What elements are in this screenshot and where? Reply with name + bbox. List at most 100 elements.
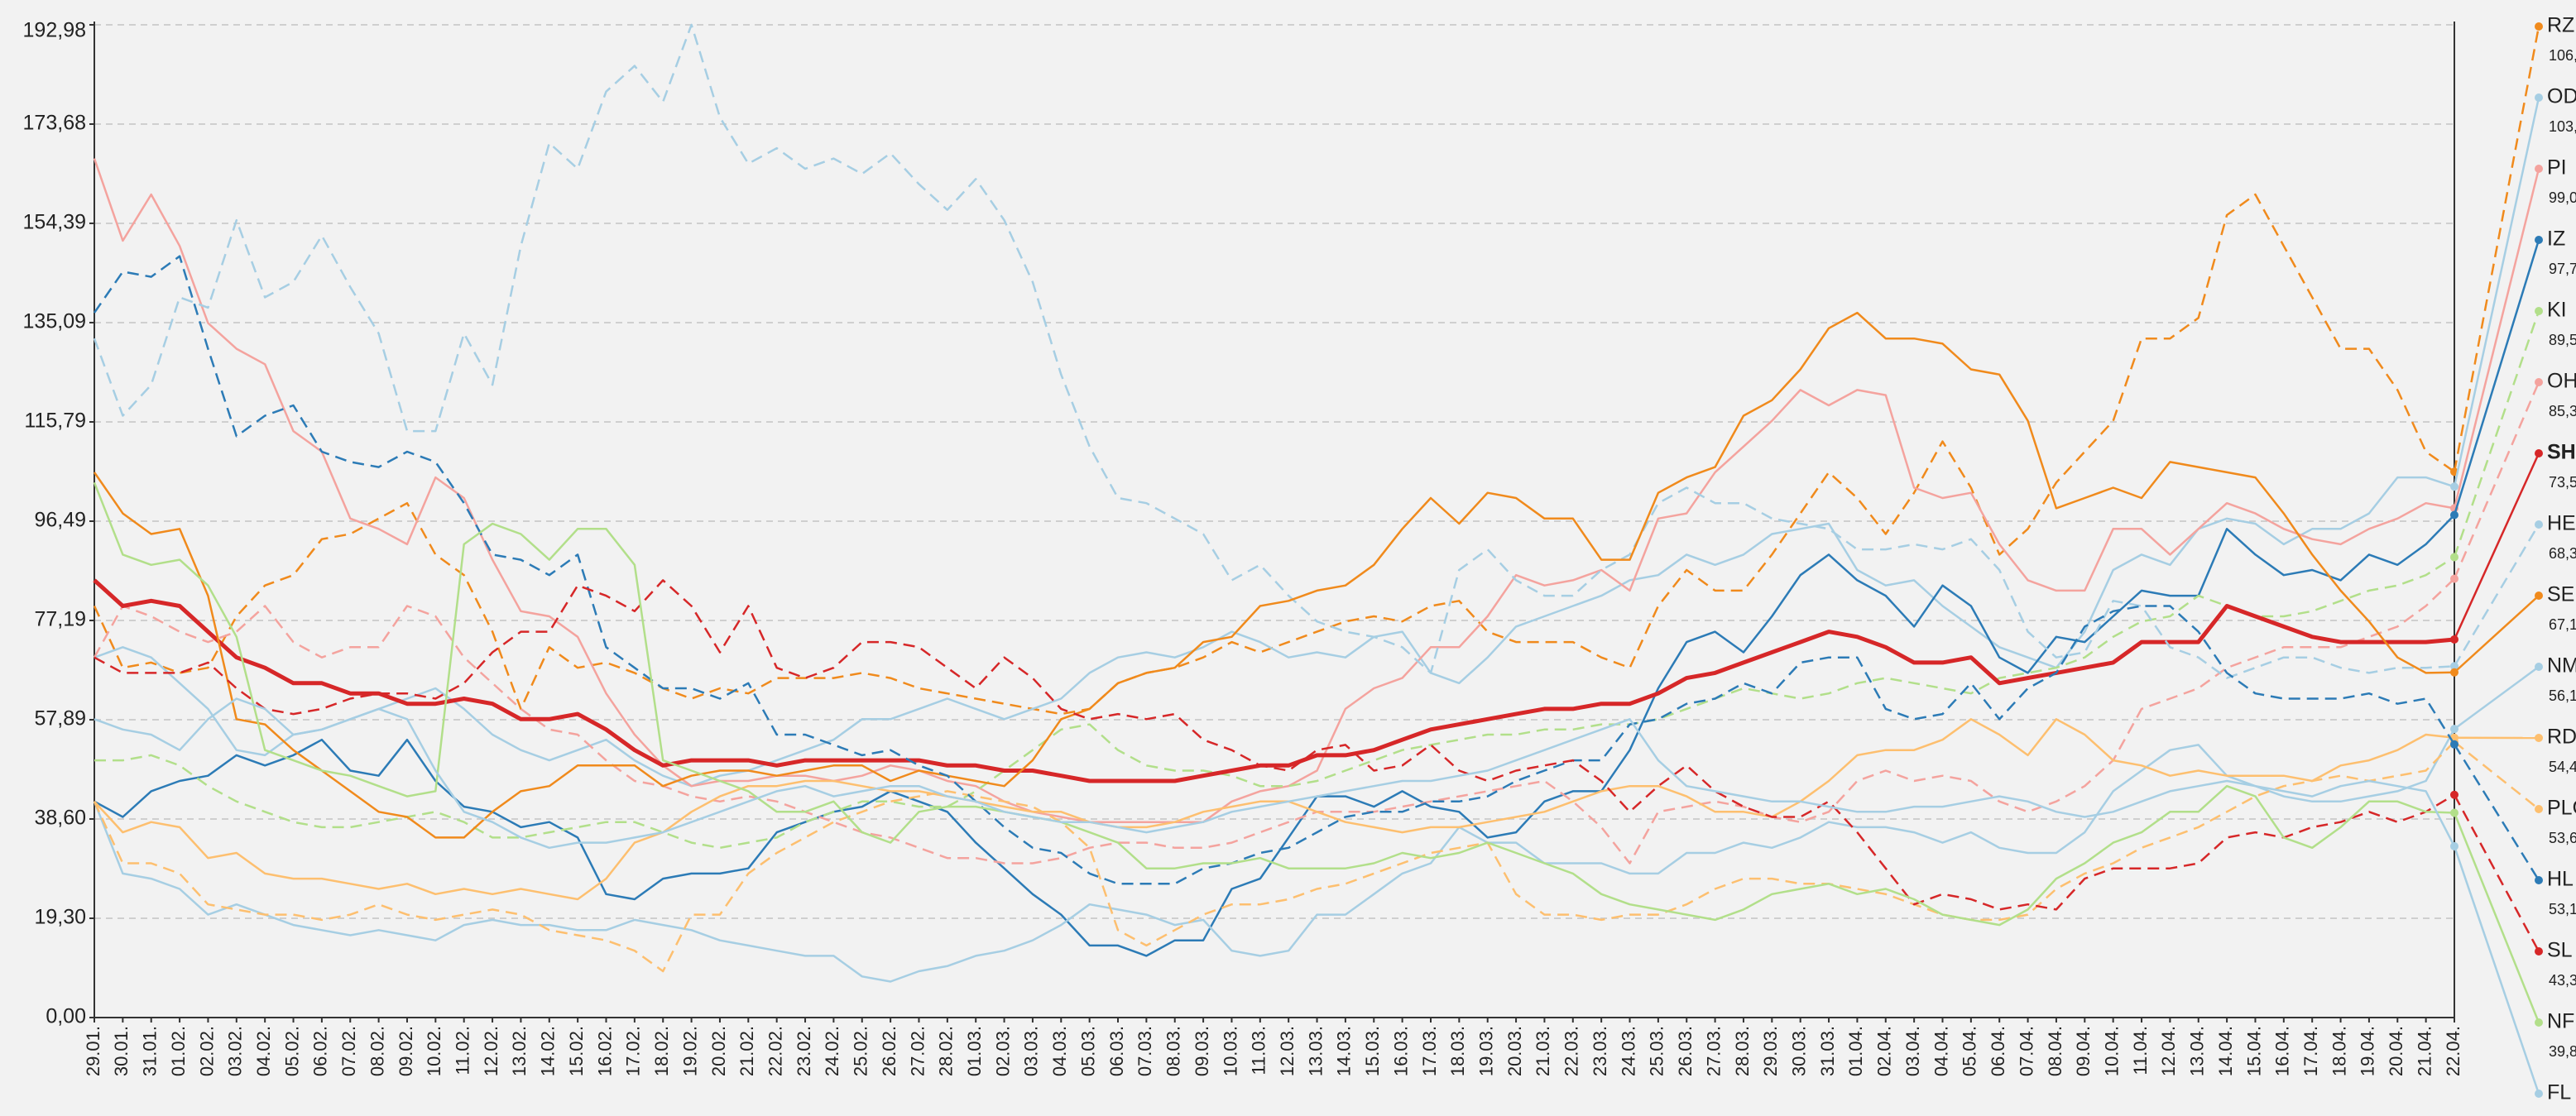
x-tick-label: 03.03. [1021,1026,1042,1076]
end-marker [2450,510,2458,520]
legend-name: NMS [2547,654,2576,678]
series-line [93,23,2455,679]
x-tick-label: 17.02. [623,1026,644,1076]
x-tick-label: 29.01. [83,1026,103,1076]
legend-name: FL [2547,1081,2571,1104]
series-line [94,514,2455,957]
x-tick-label: 06.03. [1106,1026,1127,1076]
value-label: 99,0 [2549,189,2576,206]
x-tick-label: 21.02. [736,1026,757,1076]
series-line [94,718,2455,901]
x-tick-label: 27.02. [907,1026,928,1076]
label-connector [2453,97,2540,487]
end-marker [2450,841,2458,850]
value-label: 39,8 [2549,1043,2576,1060]
x-tick-label: 08.03. [1163,1026,1184,1076]
legend-name: RD [2547,726,2576,749]
series-line [93,481,2455,927]
label-marker [2535,449,2543,457]
value-label: 89,5 [2549,332,2576,348]
label-connector [2453,26,2540,472]
end-marker [2450,553,2458,562]
x-tick-label: 04.03. [1049,1026,1070,1076]
x-tick-label: 09.04. [2073,1026,2094,1076]
value-label: 56,1 [2549,687,2576,704]
x-tick-label: 28.02. [936,1026,957,1076]
x-tick-label: 01.03. [964,1026,985,1076]
label-connector [2453,845,2540,1094]
x-tick-label: 20.03. [1504,1026,1525,1076]
series-line [93,577,2455,865]
x-tick-label: 18.02. [651,1026,672,1076]
value-label: 97,7 [2549,261,2576,277]
x-tick-label: 05.04. [1960,1026,1980,1076]
label-marker [2535,1018,2543,1027]
x-tick-label: 19.04. [2358,1026,2378,1076]
x-tick-label: 09.03. [1192,1026,1212,1076]
x-tick-label: 23.03. [1590,1026,1610,1076]
x-tick-label: 13.02. [509,1026,530,1076]
x-tick-label: 10.04. [2101,1026,2122,1076]
x-tick-label: 15.03. [1362,1026,1383,1076]
y-tick-label: 154,39 [23,211,86,234]
series-line [94,579,2455,911]
label-connector [2453,310,2540,558]
end-marker [2450,790,2458,799]
value-label: 73,5 [2549,474,2576,491]
x-tick-label: 12.02. [481,1026,501,1076]
series-line [93,578,2455,783]
end-marker [2450,668,2458,677]
series-line [93,158,2455,823]
x-tick-label: 03.02. [225,1026,246,1076]
x-tick-label: 16.03. [1390,1026,1411,1076]
y-tick-label: 38,60 [34,807,86,830]
series-line [93,193,2455,716]
legend-name: SE [2547,583,2574,606]
x-tick-label: 26.03. [1675,1026,1696,1076]
x-tick-label: 27.03. [1703,1026,1724,1076]
x-tick-label: 19.02. [679,1026,700,1076]
x-tick-label: 19.03. [1476,1026,1497,1076]
x-tick-label: 12.03. [1277,1026,1298,1076]
y-tick-label: 135,09 [23,310,86,333]
x-tick-label: 02.03. [992,1026,1013,1076]
value-label: 53,1 [2549,901,2576,917]
x-tick-label: 23.02. [794,1026,814,1076]
x-tick-label: 31.03. [1817,1026,1838,1076]
x-tick-label: 04.02. [253,1026,274,1076]
x-tick-label: 18.03. [1447,1026,1468,1076]
x-tick-label: 06.02. [310,1026,331,1076]
value-label: 68,3 [2549,545,2576,562]
series-line [93,255,2456,885]
legend-name: PI [2547,156,2567,180]
x-tick-label: 12.04. [2158,1026,2179,1076]
label-marker [2535,93,2543,102]
series-line [93,728,2456,983]
x-tick-label: 05.03. [1077,1026,1098,1076]
label-marker [2535,378,2543,386]
label-marker [2535,1090,2543,1098]
value-label: 43,3 [2549,972,2576,989]
end-marker [2450,482,2458,491]
series-line [94,697,2456,850]
legend-name: IZ [2547,228,2565,251]
x-tick-label: 07.04. [2016,1026,2036,1076]
value-label: 54,4 [2549,759,2576,775]
x-tick-label: 13.03. [1305,1026,1326,1076]
value-label: 85,3 [2549,403,2576,419]
label-marker [2535,165,2543,173]
y-tick-label: 0,00 [46,1005,86,1028]
y-tick-label: 19,30 [34,906,86,929]
x-tick-label: 13.04. [2187,1026,2208,1076]
label-connector [2453,812,2540,1023]
value-label: 103,2 [2549,118,2576,135]
label-connector [2454,665,2540,730]
series-line [93,311,2455,839]
y-tick-label: 192,98 [23,19,86,42]
x-tick-label: 10.02. [424,1026,444,1076]
label-marker [2535,307,2543,315]
x-tick-label: 07.02. [338,1026,359,1076]
x-tick-label: 15.02. [566,1026,587,1076]
